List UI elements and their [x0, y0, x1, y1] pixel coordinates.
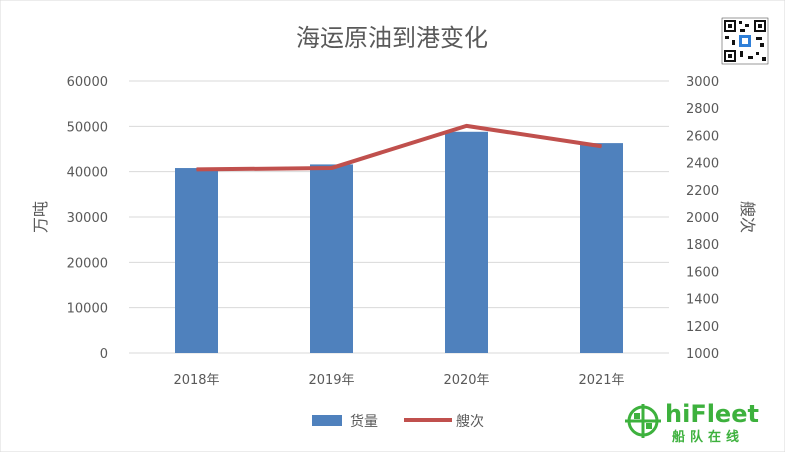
right-tick-label: 3000: [686, 75, 719, 90]
left-tick-label: 50000: [67, 120, 108, 135]
right-axis-title: 艘次: [738, 201, 757, 233]
right-tick-label: 1400: [686, 293, 719, 308]
right-tick-label: 1600: [686, 265, 719, 280]
right-tick-label: 2400: [686, 157, 719, 172]
right-tick-label: 2800: [686, 102, 719, 117]
legend-label-line: 艘次: [456, 414, 484, 430]
left-tick-label: 40000: [67, 166, 108, 181]
left-tick-label: 30000: [67, 211, 108, 226]
bar: [175, 168, 218, 353]
right-tick-label: 2000: [686, 211, 719, 226]
left-tick-label: 20000: [67, 256, 108, 271]
x-axis-ticks: 2018年 2019年 2020年 2021年: [173, 373, 624, 388]
line-point: [196, 168, 197, 170]
right-tick-label: 1000: [686, 347, 719, 362]
legend-label-bar: 货量: [350, 413, 378, 430]
line-point: [466, 125, 467, 127]
hifleet-ship-icon: [625, 404, 661, 438]
left-axis-title: 万吨: [31, 201, 50, 233]
left-axis-ticks: 0 10000 20000 30000 40000 50000 60000: [67, 75, 108, 362]
chart-title: 海运原油到港变化: [296, 24, 488, 52]
left-tick-label: 60000: [67, 75, 108, 90]
x-tick-label: 2018年: [173, 373, 219, 388]
qr-code-icon: [721, 17, 769, 65]
x-tick-label: 2021年: [578, 373, 624, 388]
line-series: [196, 123, 602, 172]
left-tick-label: 10000: [67, 302, 108, 317]
right-axis-ticks: 1000 1200 1400 1600 1800 2000 2200 2400 2600 2800…: [686, 75, 719, 362]
x-tick-label: 2019年: [308, 373, 354, 388]
line-point: [601, 145, 602, 147]
line-point: [331, 167, 332, 169]
bar: [580, 143, 623, 353]
legend-swatch-bar: [312, 415, 342, 426]
gridlines: [129, 80, 669, 354]
right-tick-label: 2200: [686, 184, 719, 199]
x-tick-label: 2020年: [443, 373, 489, 388]
hifleet-logo: hiFleet 船队在线: [625, 400, 759, 445]
bar-series: [175, 131, 623, 353]
hifleet-logo-subtext: 船队在线: [672, 429, 744, 445]
hifleet-logo-text: hiFleet: [665, 400, 759, 428]
right-tick-label: 2600: [686, 129, 719, 144]
bar: [310, 164, 353, 353]
bar: [445, 131, 488, 353]
left-tick-label: 0: [100, 347, 108, 362]
right-tick-label: 1200: [686, 320, 719, 335]
right-tick-label: 1800: [686, 238, 719, 253]
legend: 货量 艘次: [312, 413, 484, 430]
line-path: [196, 123, 602, 172]
